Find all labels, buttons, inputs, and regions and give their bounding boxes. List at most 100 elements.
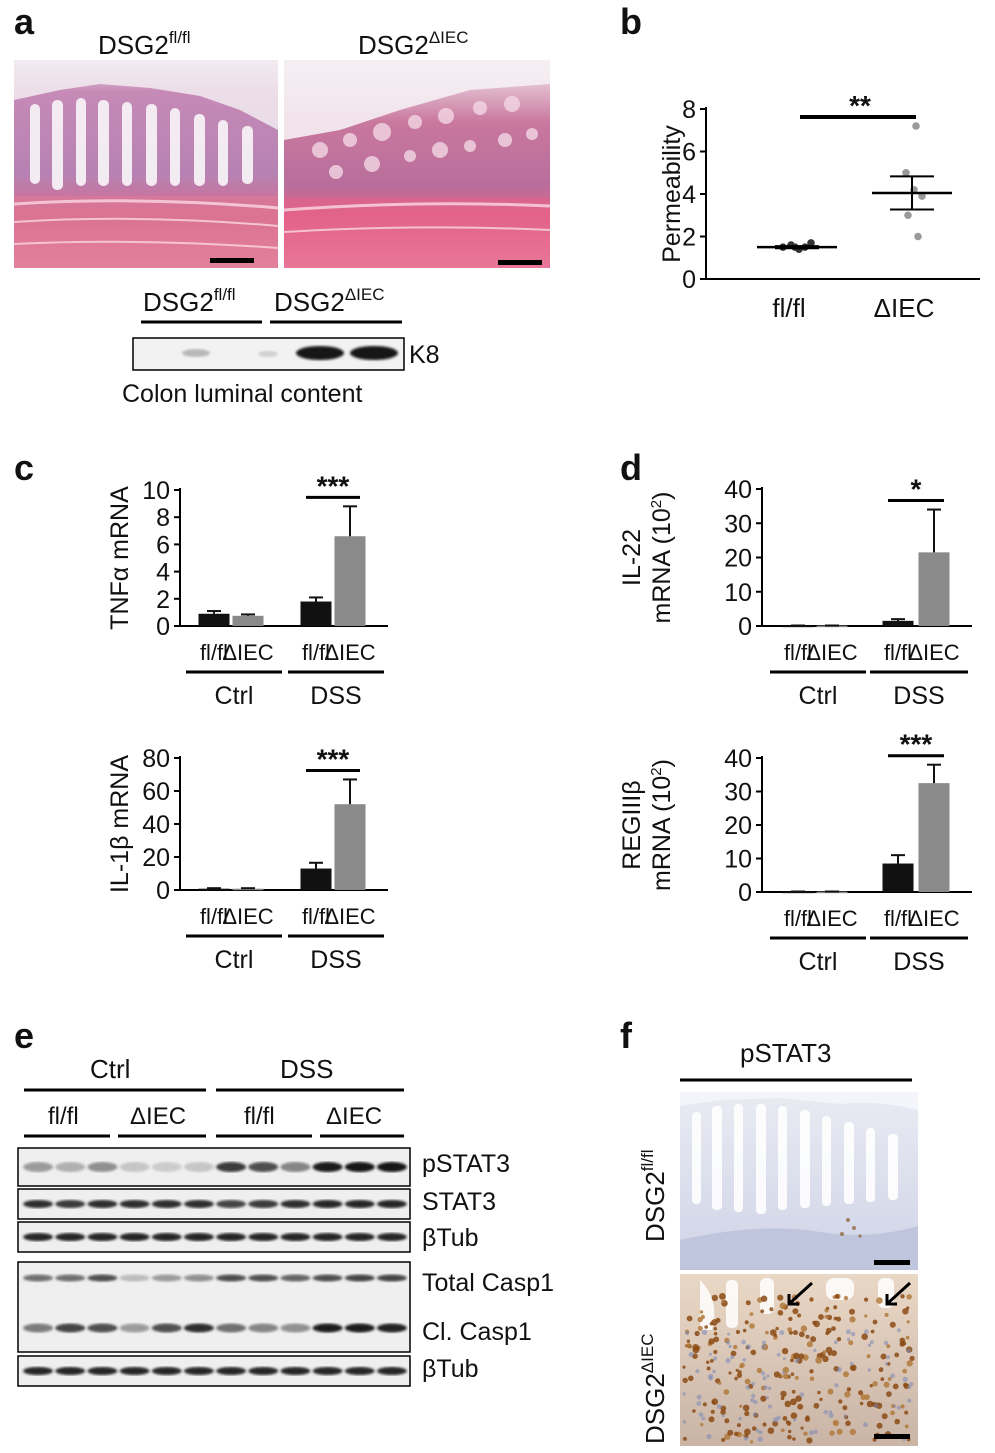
blot-band — [248, 1162, 278, 1172]
y-axis-label: REGIIIβ — [618, 780, 646, 869]
bar — [883, 864, 914, 892]
panel-a-blot-left-label: DSG2fl/fl — [143, 285, 236, 317]
significance-label: *** — [317, 470, 350, 501]
bar — [883, 621, 914, 626]
ihc-nucleus — [885, 1313, 889, 1317]
ihc-nucleus — [787, 1435, 792, 1440]
ihc-nucleus — [809, 1297, 813, 1301]
ihc-nucleus — [900, 1342, 905, 1347]
ihc-nucleus — [809, 1369, 813, 1373]
ihc-nucleus — [893, 1384, 899, 1390]
ihc-nucleus — [762, 1422, 766, 1426]
ihc-nucleus — [826, 1328, 832, 1334]
ihc-counterstain — [864, 1329, 869, 1334]
ihc-nucleus — [902, 1308, 908, 1314]
ihc-counterstain — [742, 1358, 746, 1362]
panel-a-caption: Colon luminal content — [122, 380, 362, 408]
ihc-counterstain — [746, 1344, 751, 1349]
ihc-counterstain — [727, 1333, 730, 1336]
ihc-nucleus — [810, 1336, 816, 1342]
blot-label-pstat3: pSTAT3 — [422, 1150, 510, 1178]
blot-band — [184, 1162, 214, 1172]
ihc-nucleus — [902, 1369, 907, 1374]
ihc-nucleus — [683, 1378, 688, 1383]
blot-band — [216, 1324, 246, 1333]
ihc-nucleus — [706, 1361, 709, 1364]
ihc-nucleus — [910, 1356, 915, 1361]
ihc-nucleus — [700, 1423, 703, 1426]
genotype-label-3: fl/fl — [244, 1103, 275, 1130]
ihc-nucleus — [849, 1309, 855, 1315]
blot-band — [377, 1275, 407, 1282]
ihc-nucleus — [871, 1330, 875, 1334]
ihc-nucleus — [760, 1396, 766, 1402]
ihc-nucleus — [805, 1417, 810, 1422]
ihc-nucleus — [721, 1300, 724, 1303]
ihc-counterstain — [683, 1392, 686, 1395]
ihc-counterstain — [870, 1340, 874, 1344]
ihc-nucleus — [698, 1326, 703, 1331]
ihc-nucleus — [736, 1369, 739, 1372]
blot-label-stat3: STAT3 — [422, 1188, 496, 1216]
ihc-nucleus — [817, 1391, 821, 1395]
data-point — [912, 122, 920, 130]
permeability-chart: 0 2 4 6 8 fl/fl ΔIEC ** Permeability — [658, 90, 980, 323]
ihc-nucleus — [786, 1420, 790, 1424]
panel-a-right-title: DSG2ΔIEC — [358, 28, 469, 60]
blot-band — [120, 1233, 150, 1241]
ihc-counterstain — [753, 1412, 757, 1416]
ihc-counterstain — [722, 1414, 725, 1417]
ihc-nucleus — [837, 1337, 841, 1341]
blot-band — [248, 1233, 278, 1241]
blot-band — [87, 1233, 117, 1241]
ihc-nucleus — [765, 1331, 769, 1335]
y-axis-label: IL-22 — [618, 529, 646, 586]
ihc-counterstain — [890, 1373, 895, 1378]
blot-band — [280, 1367, 310, 1375]
ihc-counterstain — [863, 1422, 868, 1427]
blot-band — [377, 1162, 407, 1172]
ihc-nucleus — [867, 1354, 871, 1358]
ihc-nucleus — [736, 1330, 740, 1334]
ihc-counterstain — [758, 1437, 763, 1442]
blot-band — [313, 1324, 343, 1333]
group-label: DSS — [893, 682, 944, 710]
blot-band — [313, 1200, 343, 1208]
blot-band — [345, 1324, 375, 1333]
ihc-counterstain — [813, 1349, 816, 1352]
ihc-nucleus — [876, 1297, 883, 1304]
ihc-nucleus — [797, 1314, 801, 1318]
y-axis-label: Permeability — [658, 125, 686, 263]
y-tick-label: 20 — [142, 844, 170, 872]
ihc-nucleus — [718, 1382, 721, 1385]
panel-c: c 0246810 ***fl/flΔIEC fl/flΔIECCtrl DSSTNF… — [14, 447, 388, 974]
significance-label: *** — [900, 729, 933, 760]
ihc-nucleus — [900, 1404, 904, 1408]
ihc-counterstain — [809, 1430, 814, 1435]
panel-f-row-top-label: DSG2fl/fl — [638, 1149, 670, 1242]
panel-label-a: a — [14, 1, 35, 42]
ihc-nucleus — [880, 1377, 884, 1381]
category-label: ΔIEC — [222, 904, 273, 929]
blot-band — [216, 1162, 246, 1172]
bar — [301, 602, 332, 626]
ihc-nucleus — [790, 1399, 797, 1406]
western-blots — [18, 1148, 410, 1386]
blot-label-btub-1: βTub — [422, 1224, 479, 1252]
ihc-nucleus — [833, 1305, 837, 1309]
y-tick-label: 0 — [738, 613, 752, 641]
y-tick-label: 30 — [724, 510, 752, 538]
ihc-nucleus — [739, 1405, 742, 1408]
ihc-nucleus — [750, 1440, 753, 1443]
ihc-nucleus — [844, 1296, 848, 1300]
ihc-nucleus — [835, 1294, 840, 1299]
blot-band — [55, 1324, 85, 1333]
ihc-counterstain — [813, 1430, 817, 1434]
ihc-nucleus — [775, 1327, 778, 1330]
ihc-nucleus — [864, 1394, 870, 1400]
y-tick-label: 60 — [142, 778, 170, 806]
ihc-counterstain — [730, 1355, 734, 1359]
ihc-nucleus — [861, 1333, 868, 1340]
ihc-nucleus — [822, 1356, 828, 1362]
